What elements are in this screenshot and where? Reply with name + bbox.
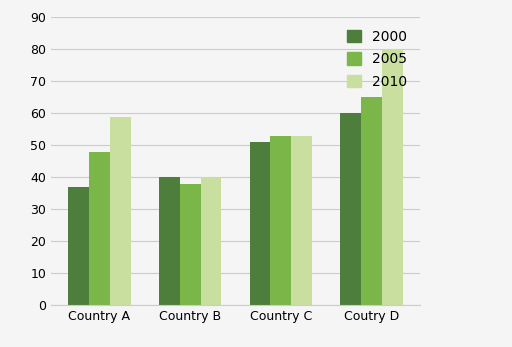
Bar: [361, 98, 382, 305]
Bar: [340, 113, 361, 305]
Bar: [291, 136, 312, 305]
Bar: [382, 49, 403, 305]
Bar: [249, 142, 270, 305]
Legend: 2000, 2005, 2010: 2000, 2005, 2010: [342, 24, 413, 94]
Bar: [110, 117, 131, 305]
Bar: [270, 136, 291, 305]
Bar: [201, 177, 222, 305]
Bar: [68, 187, 89, 305]
Bar: [159, 177, 180, 305]
Bar: [180, 184, 201, 305]
Bar: [89, 152, 110, 305]
